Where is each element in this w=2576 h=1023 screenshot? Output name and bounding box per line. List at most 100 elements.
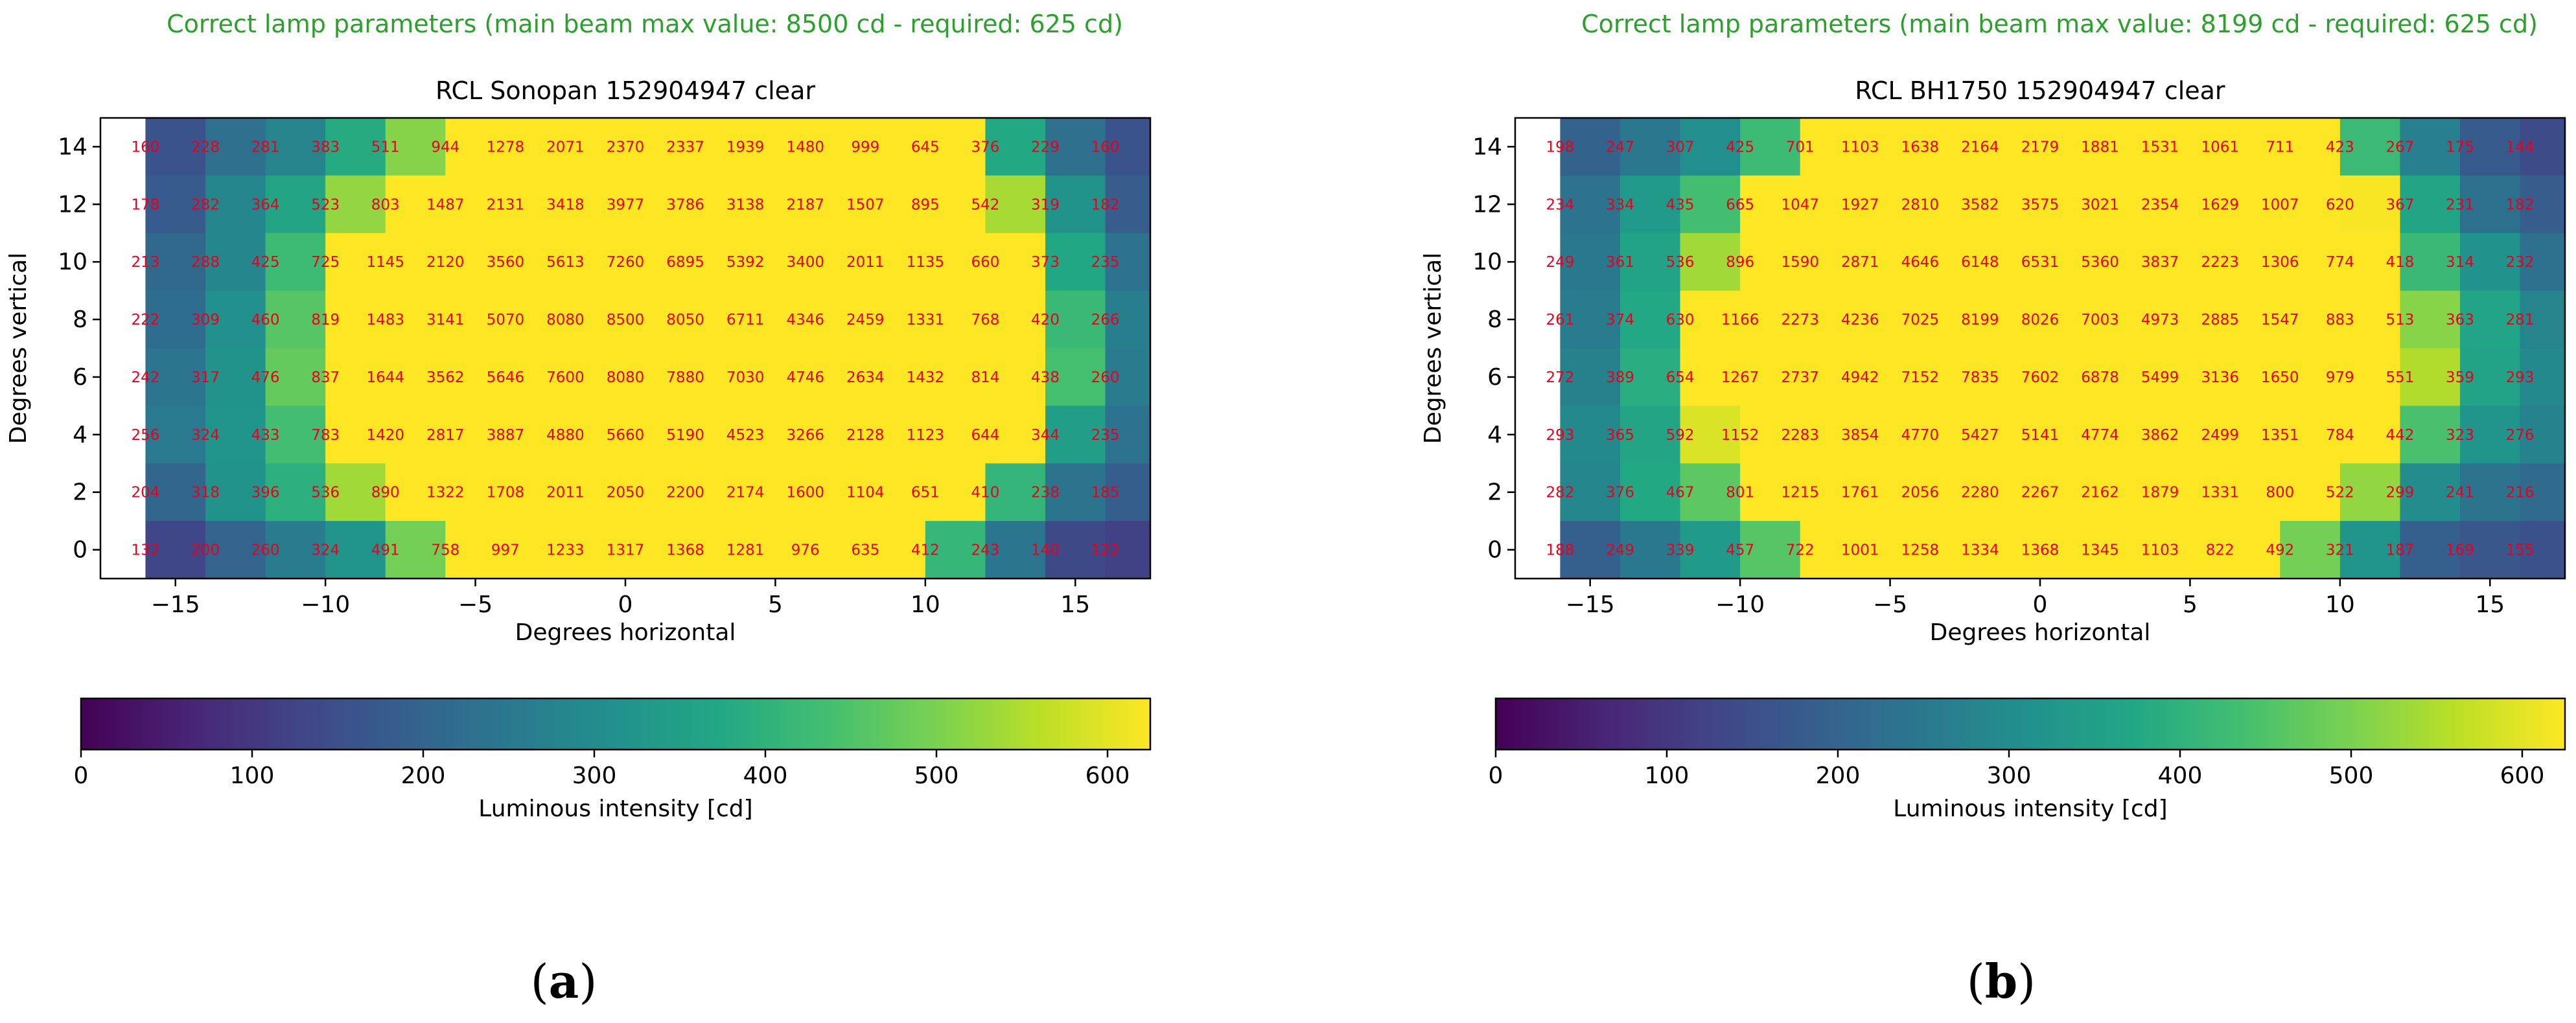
heatmap-cell	[385, 175, 446, 234]
cell-value-label: 1879	[2141, 485, 2179, 501]
heatmap-cell	[2339, 521, 2401, 579]
heatmap-cell	[1800, 175, 1861, 234]
cell-value-label: 420	[1031, 312, 1060, 328]
heatmap-cell	[2220, 348, 2280, 406]
cell-value-label: 188	[1546, 542, 1574, 559]
cell-value-label: 2459	[846, 312, 885, 328]
cell-value-label: 551	[2385, 369, 2414, 386]
cell-value-label: 5613	[546, 254, 585, 271]
heatmap-cells	[1560, 118, 2565, 579]
cell-value-label: 592	[1666, 427, 1695, 444]
cell-value-label: 1215	[1781, 485, 1819, 501]
heatmap-cell	[1740, 290, 1801, 349]
colorbar-tick-label: 200	[401, 763, 446, 789]
cell-value-label: 293	[2506, 369, 2535, 386]
heatmap-cell	[2100, 118, 2161, 176]
y-tick-label: 0	[73, 537, 87, 564]
cell-value-label: 536	[1666, 254, 1695, 271]
cell-value-label: 321	[2326, 542, 2354, 559]
heatmap-cell	[1800, 233, 1861, 292]
heatmap-cell	[1680, 463, 1741, 522]
cell-value-label: 2164	[1961, 139, 1999, 155]
cell-value-label: 2131	[487, 196, 525, 213]
cell-value-label: 1233	[546, 542, 585, 559]
cell-value-label: 644	[971, 427, 999, 444]
heatmap-cell	[205, 463, 266, 522]
cell-value-label: 1483	[366, 312, 404, 328]
cell-value-label: 460	[251, 312, 280, 328]
cell-value-label: 630	[1666, 312, 1695, 328]
heatmap-cell	[685, 521, 746, 579]
heatmap-cell	[865, 118, 926, 176]
cell-value-label: 324	[311, 542, 340, 559]
cell-value-label: 2162	[2081, 485, 2119, 501]
heatmap-cell	[505, 175, 566, 234]
caption-paren: )	[579, 954, 597, 1009]
cell-value-label: 2011	[546, 485, 585, 501]
cell-value-label: 999	[851, 139, 879, 155]
cell-value-label: 3562	[426, 369, 465, 386]
cell-value-label: 2011	[846, 254, 885, 271]
heatmap-cell	[2220, 118, 2280, 176]
heatmap-cell	[145, 521, 206, 579]
heatmap-cells	[145, 118, 1150, 579]
heatmap-cell	[2400, 118, 2461, 176]
heatmap-cell	[205, 118, 266, 176]
cell-value-label: 4973	[2141, 312, 2179, 328]
cell-value-label: 396	[251, 485, 280, 501]
heatmap-cell	[805, 233, 866, 292]
heatmap-cell	[1105, 290, 1150, 349]
heatmap-cell	[625, 233, 686, 292]
cell-value-label: 7880	[666, 369, 704, 386]
heatmap-cell	[325, 290, 386, 349]
heatmap-cell	[865, 521, 926, 579]
heatmap-cell	[2040, 118, 2101, 176]
cell-value-label: 2499	[2201, 427, 2239, 444]
heatmap-cell	[1800, 348, 1861, 406]
heatmap-cell	[325, 348, 386, 406]
cell-value-label: 425	[251, 254, 280, 271]
cell-value-label: 476	[251, 369, 280, 386]
cell-value-label: 323	[2446, 427, 2474, 444]
heatmap-cell	[2100, 290, 2161, 349]
cell-value-label: 8026	[2021, 312, 2060, 328]
x-axis-label: Degrees horizontal	[515, 619, 736, 646]
cell-value-label: 7835	[1961, 369, 1999, 386]
heatmap-cell	[1860, 348, 1921, 406]
heatmap-cell	[925, 406, 986, 464]
heatmap-cell	[1920, 118, 1981, 176]
y-tick-label: 8	[73, 306, 87, 333]
cell-value-label: 2120	[426, 254, 465, 271]
heatmap-cell	[565, 521, 626, 579]
cell-value-label: 7600	[546, 369, 585, 386]
cell-value-label: 979	[2326, 369, 2354, 386]
cell-value-label: 1061	[2201, 139, 2239, 155]
heatmap-cell	[865, 175, 926, 234]
heatmap-cell	[1105, 348, 1150, 406]
heatmap-cell	[325, 118, 386, 176]
heatmap-cell	[1860, 118, 1921, 176]
heatmap-cell	[2220, 406, 2280, 464]
heatmap-cell	[145, 348, 206, 406]
heatmap-cell	[1800, 290, 1861, 349]
heatmap-cell	[145, 175, 206, 234]
cell-value-label: 2280	[1961, 485, 1999, 501]
cell-value-label: 4523	[726, 427, 765, 444]
heatmap-cell	[985, 118, 1046, 176]
heatmap-cell	[1860, 290, 1921, 349]
heatmap-cell	[745, 233, 806, 292]
heatmap-cell	[1980, 118, 2041, 176]
cell-value-label: 3138	[726, 196, 765, 213]
heatmap-cell	[2339, 175, 2401, 234]
heatmap-cell	[1980, 406, 2041, 464]
heatmap-cell	[1105, 175, 1150, 234]
cell-value-label: 185	[1091, 485, 1120, 501]
heatmap-cell	[565, 463, 626, 522]
y-tick-label: 0	[1487, 537, 1502, 564]
heatmap-cell	[2040, 463, 2101, 522]
caption-letter: b	[1985, 954, 2017, 1009]
cell-value-label: 3887	[487, 427, 525, 444]
cell-value-label: 204	[131, 485, 159, 501]
heatmap-cell	[865, 406, 926, 464]
cell-value-label: 801	[1726, 485, 1754, 501]
